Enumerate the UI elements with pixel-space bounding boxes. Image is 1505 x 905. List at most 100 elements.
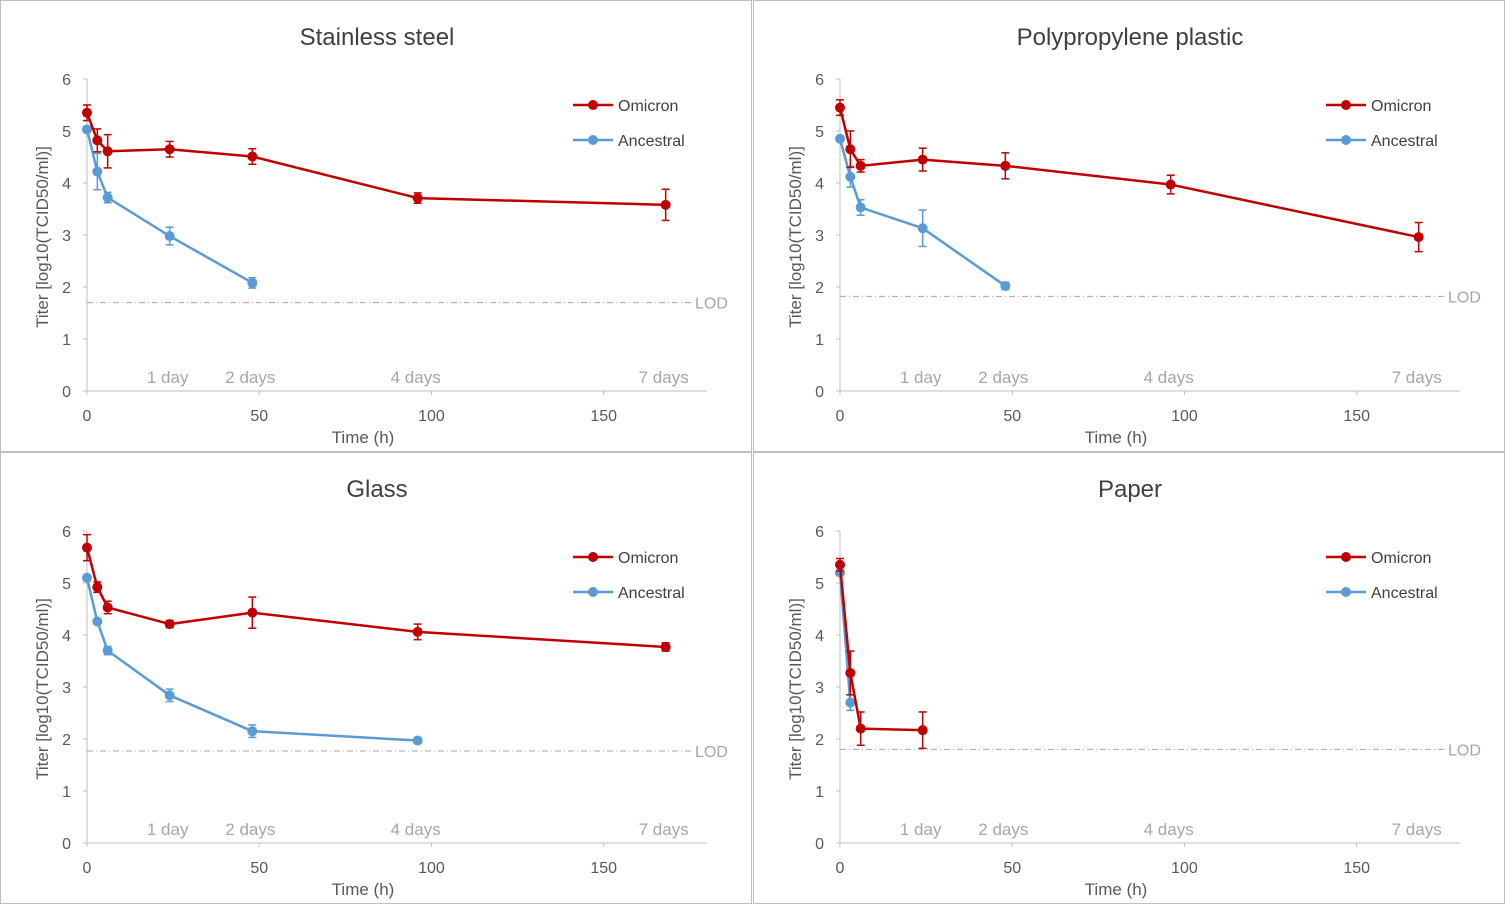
series-line-omicron [838,564,923,732]
legend-marker-omicron [588,552,598,562]
data-point-ancestral [247,277,258,288]
lod-label: LOD [1448,289,1481,306]
y-tick-label: 0 [815,384,824,401]
y-tick-label: 1 [815,784,824,801]
data-point-omicron [835,559,845,570]
y-tick-label: 5 [815,576,824,593]
data-point-omicron [917,725,928,736]
x-tick-label: 0 [83,860,92,877]
y-tick-label: 3 [62,228,71,245]
data-point-omicron [835,102,845,113]
y-tick-label: 2 [62,280,71,297]
x-axis-label: Time (h) [332,428,395,447]
chart-svg-stainless-steel: Stainless steel 0 1 2 3 4 5 6 0 50 100 150 Time (h) T… [33,24,728,447]
data-point-omicron [845,667,856,678]
data-point-ancestral [164,690,175,701]
series-omicron [82,104,671,222]
y-tick-label: 3 [815,228,824,245]
x-axis-label: Time (h) [1085,428,1148,447]
day-label-4-days: 4 days [391,368,441,387]
y-tick-label: 4 [815,628,824,645]
y-axis-label: Titer [log10(TCID50/ml)] [786,146,805,328]
x-tick-label: 0 [83,408,92,425]
day-label-7-days: 7 days [639,368,689,387]
day-label-7-days: 7 days [639,820,689,839]
legend-label-omicron: Omicron [1371,98,1431,115]
x-tick-label: 150 [590,860,617,877]
y-tick-label: 1 [62,332,71,349]
y-tick-label: 0 [62,836,71,853]
chart-title: Paper [1098,476,1162,503]
x-axis-label: Time (h) [332,880,395,899]
legend-label-omicron: Omicron [618,98,678,115]
y-tick-label: 6 [815,524,824,541]
data-point-ancestral [855,202,866,213]
day-label-2-days: 2 days [978,820,1028,839]
data-point-ancestral [82,124,92,135]
data-point-omicron [82,107,92,118]
x-tick-label: 150 [590,408,617,425]
data-point-omicron [164,144,175,155]
y-tick-label: 5 [62,576,71,593]
data-point-omicron [412,193,423,204]
data-point-ancestral [92,616,103,627]
data-point-ancestral [1000,280,1011,291]
data-point-omicron [164,619,175,630]
data-point-ancestral [92,166,103,177]
y-tick-label: 1 [815,332,824,349]
data-point-omicron [1165,179,1176,190]
data-point-omicron [82,542,92,553]
x-tick-label: 150 [1343,860,1370,877]
chart-title: Polypropylene plastic [1017,24,1244,51]
y-tick-label: 3 [815,680,824,697]
series-ancestral [82,124,258,289]
y-tick-label: 6 [815,72,824,89]
data-point-omicron [412,626,423,637]
data-point-omicron [102,602,113,613]
legend-marker-ancestral [1341,135,1351,145]
legend-label-omicron: Omicron [1371,550,1431,567]
x-tick-label: 100 [1171,408,1198,425]
series-omicron [82,533,671,652]
y-tick-label: 1 [62,784,71,801]
data-point-ancestral [102,192,113,203]
x-tick-label: 50 [250,408,268,425]
y-tick-label: 0 [815,836,824,853]
day-label-2-days: 2 days [978,368,1028,387]
day-label-2-days: 2 days [225,368,275,387]
data-point-omicron [247,151,258,162]
chart-panel-glass: Glass 0 1 2 3 4 5 6 0 50 100 150 Time (h) Titer [log1… [0,452,752,904]
y-tick-label: 4 [62,176,71,193]
legend-marker-omicron [1341,552,1351,562]
legend-marker-omicron [1341,100,1351,110]
day-label-2-days: 2 days [225,820,275,839]
chart-svg-paper: Paper 0 1 2 3 4 5 6 0 50 100 150 Time (h) Titer [log1… [786,476,1481,899]
day-label-7-days: 7 days [1392,820,1442,839]
legend-marker-ancestral [1341,587,1351,597]
x-tick-label: 100 [418,860,445,877]
data-point-omicron [855,723,866,734]
data-point-ancestral [845,171,856,182]
y-tick-label: 5 [815,124,824,141]
x-axis-label: Time (h) [1085,880,1148,899]
legend-marker-ancestral [588,135,598,145]
chart-title: Glass [346,476,407,503]
series-ancestral [82,572,423,746]
day-label-4-days: 4 days [1144,368,1194,387]
y-tick-label: 4 [62,628,71,645]
series-line-omicron [85,112,666,207]
y-tick-label: 6 [62,524,71,541]
x-tick-label: 0 [836,860,845,877]
data-point-omicron [917,154,928,165]
legend-marker-ancestral [588,587,598,597]
day-label-4-days: 4 days [391,820,441,839]
x-tick-label: 150 [1343,408,1370,425]
data-point-omicron [247,607,258,618]
y-axis-label: Titer [log10(TCID50/ml)] [33,146,52,328]
legend-label-ancestral: Ancestral [618,585,685,602]
x-tick-label: 100 [1171,860,1198,877]
x-tick-label: 0 [836,408,845,425]
day-label-1-day: 1 day [900,820,942,839]
legend-label-ancestral: Ancestral [618,133,685,150]
legend-label-ancestral: Ancestral [1371,585,1438,602]
